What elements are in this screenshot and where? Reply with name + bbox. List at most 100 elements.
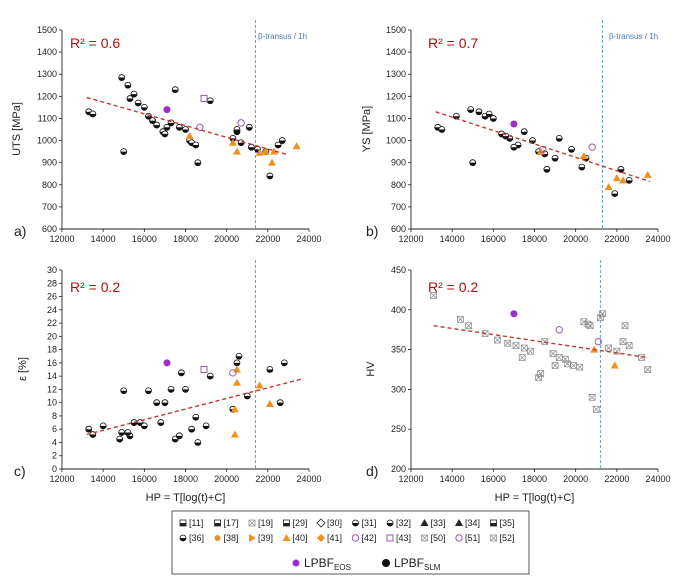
point-slm xyxy=(130,419,138,426)
r-squared-label: R² = 0.6 xyxy=(70,35,120,51)
point-slm xyxy=(578,163,586,171)
y-tick-label: 18 xyxy=(47,345,57,355)
point-slm xyxy=(611,190,619,198)
legend-ref-marker xyxy=(214,535,221,541)
point-cross xyxy=(644,366,652,373)
legend-ref-label: [38] xyxy=(224,533,239,543)
point-eos xyxy=(510,120,518,128)
point-orange xyxy=(270,147,279,155)
trend-line xyxy=(86,378,303,436)
point-cross xyxy=(570,362,577,369)
y-tick-label: 1300 xyxy=(37,69,57,79)
point-slm xyxy=(489,115,497,122)
point-cross xyxy=(605,344,612,352)
point-slm xyxy=(99,422,107,430)
y-tick-label: 900 xyxy=(42,158,57,168)
point-slm xyxy=(175,123,183,131)
point-open_square xyxy=(200,95,208,103)
panel-label: b) xyxy=(366,223,378,239)
legend-ref-marker xyxy=(490,534,497,542)
panel-hardness: 12000 14000 16000 18000 20000 22000 24000 200 25… xyxy=(365,260,671,504)
legend-ref-label: [40] xyxy=(293,533,308,543)
point-cross xyxy=(494,336,501,344)
point-eos xyxy=(163,106,171,114)
axes: 12000 14000 16000 18000 20000 22000 2400002468… xyxy=(47,265,322,484)
point-cross xyxy=(537,370,545,377)
point-orange xyxy=(619,176,628,184)
point-cross xyxy=(535,374,542,381)
x-tick-label: 12000 xyxy=(49,234,74,244)
legend-ref-marker xyxy=(420,519,429,526)
point-slm xyxy=(233,126,241,133)
point-slm xyxy=(182,126,189,133)
point-slm xyxy=(475,108,483,116)
point-slm xyxy=(276,399,284,407)
panel-label: c) xyxy=(14,463,26,479)
point-slm xyxy=(206,97,214,105)
y-tick-label: 700 xyxy=(42,202,57,212)
x-tick-label: 22000 xyxy=(604,234,629,244)
point-slm xyxy=(118,429,126,436)
point-slm xyxy=(149,117,156,125)
point-slm xyxy=(140,422,148,430)
x-tick-label: 16000 xyxy=(132,474,157,484)
x-tick-label: 24000 xyxy=(645,234,670,244)
x-tick-label: 20000 xyxy=(563,474,588,484)
point-orange xyxy=(610,361,619,369)
point-slm xyxy=(194,439,202,446)
svg-text:LPBFSLM: LPBFSLM xyxy=(394,556,441,572)
point-slm xyxy=(438,126,446,133)
point-slm xyxy=(245,123,253,131)
legend-ref-label: [36] xyxy=(189,533,204,543)
point-slm xyxy=(188,425,196,433)
y-tick-label: 4 xyxy=(52,437,57,447)
point-slm xyxy=(145,112,152,120)
point-slm xyxy=(625,176,633,184)
point-slm xyxy=(502,132,510,140)
legend-ref-marker xyxy=(282,534,291,541)
point-slm xyxy=(520,128,528,136)
legend-ref-label: [43] xyxy=(396,533,411,543)
x-axis-label: HP = T[log(t)+C] xyxy=(495,492,575,504)
y-axis-label: HV xyxy=(365,361,377,377)
y-tick-label: 26 xyxy=(47,292,57,302)
legend-ref-marker xyxy=(249,534,256,542)
point-slm xyxy=(510,143,518,151)
r-squared-label: R² = 0.2 xyxy=(428,279,478,295)
x-tick-label: 16000 xyxy=(481,474,506,484)
point-open_purple xyxy=(237,119,245,127)
point-cross xyxy=(562,355,569,363)
y-axis-label: UTS [MPa] xyxy=(11,102,23,156)
x-tick-label: 18000 xyxy=(173,234,198,244)
legend-slm-main: LPBF xyxy=(394,556,424,570)
legend-ref-marker xyxy=(386,519,394,527)
point-open_purple xyxy=(555,326,563,334)
point-cross xyxy=(520,344,528,352)
x-axis-label: HP = T[log(t)+C] xyxy=(146,492,226,504)
point-slm xyxy=(153,121,161,129)
point-slm xyxy=(171,86,179,94)
trend-line xyxy=(435,111,650,183)
point-open_square xyxy=(200,366,208,373)
point-cross xyxy=(576,363,584,371)
point-open_purple xyxy=(588,143,596,151)
point-cross xyxy=(592,405,600,413)
point-slm xyxy=(278,137,286,144)
y-tick-label: 22 xyxy=(47,318,57,328)
point-slm xyxy=(202,422,210,430)
panel-uts: 12000 14000 16000 18000 20000 22000 24000 600 70… xyxy=(11,20,322,244)
x-tick-label: 22000 xyxy=(255,234,280,244)
y-tick-label: 1100 xyxy=(387,113,406,123)
point-cross xyxy=(527,347,534,355)
legend-ref-label: [30] xyxy=(327,518,342,528)
x-tick-label: 14000 xyxy=(91,234,116,244)
point-slm xyxy=(161,130,169,138)
axes: 12000 14000 16000 18000 20000 22000 24000 200 25… xyxy=(391,265,671,484)
x-tick-label: 24000 xyxy=(296,234,321,244)
r-squared-label: R² = 0.2 xyxy=(70,279,120,295)
beta-transus-label: β-transus / 1h xyxy=(609,32,658,41)
point-orange xyxy=(265,399,274,407)
point-slm xyxy=(120,148,128,156)
x-tick-label: 24000 xyxy=(645,474,670,484)
